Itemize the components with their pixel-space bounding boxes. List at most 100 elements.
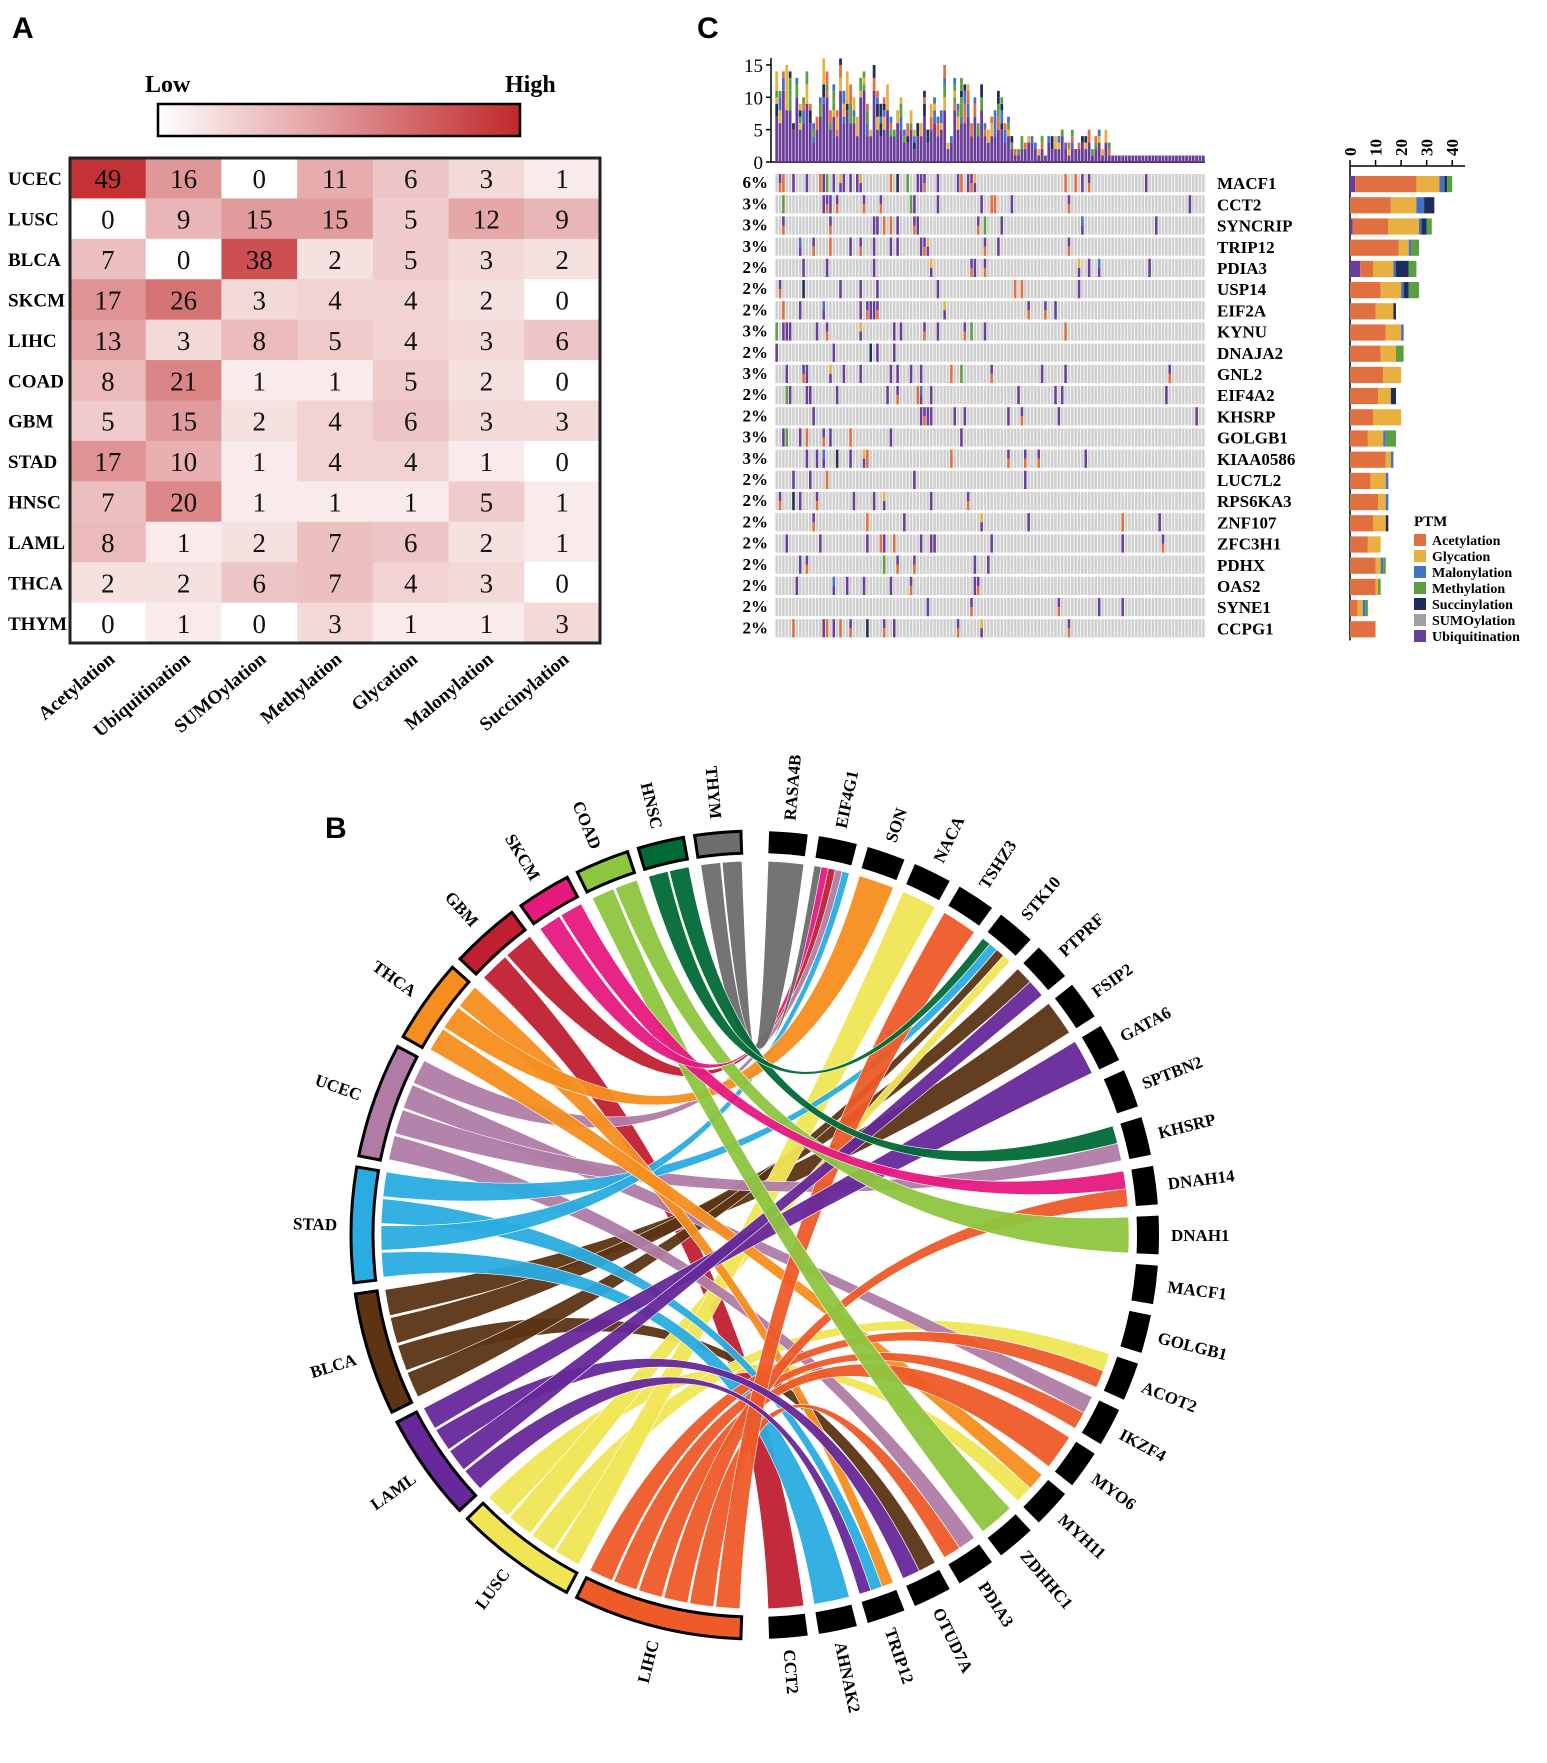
- oncoplot-cell: [1013, 492, 1017, 511]
- oncoplot-mutation: [956, 619, 960, 629]
- heatmap-cell-value: 1: [253, 447, 267, 477]
- oncoplot-gene-label: ZFC3H1: [1217, 535, 1281, 554]
- oncoplot-cell: [886, 280, 889, 299]
- heatmap-cell: [372, 319, 450, 361]
- oncoplot-cell: [835, 364, 839, 383]
- oncoplot-mutation: [1087, 174, 1091, 184]
- oncoplot-percentage: 3%: [743, 194, 769, 213]
- oncoplot-cell: [1023, 322, 1027, 341]
- oncoplot-cell: [829, 555, 832, 574]
- oncoplot-cell: [876, 174, 879, 193]
- oncoplot-cell: [970, 449, 973, 468]
- top-bar-segment: [778, 90, 782, 98]
- oncoplot-cell: [919, 428, 923, 447]
- oncoplot-cell: [1185, 322, 1188, 341]
- oncoplot-cell: [798, 322, 802, 341]
- oncoplot-cell: [1138, 301, 1141, 320]
- oncoplot-cell: [862, 364, 866, 383]
- oncoplot-cell: [1175, 174, 1178, 193]
- oncoplot-cell: [785, 470, 789, 489]
- oncoplot-cell: [1003, 407, 1007, 426]
- oncoplot-cell: [849, 301, 852, 320]
- oncoplot-mutation: [859, 246, 862, 256]
- oncoplot-cell: [1067, 407, 1071, 426]
- oncoplot-cell: [1081, 576, 1084, 595]
- oncoplot-cell: [1071, 195, 1074, 214]
- oncoplot-cell: [899, 598, 903, 617]
- oncoplot-mutation: [782, 428, 785, 447]
- oncoplot-cell: [1060, 258, 1064, 277]
- oncoplot-cell: [802, 343, 805, 362]
- top-bar-segment: [1074, 149, 1078, 162]
- oncoplot-cell: [849, 386, 852, 405]
- cancer-label: THCA: [369, 957, 421, 1001]
- oncoplot-cell: [1064, 449, 1067, 468]
- oncoplot-cell: [822, 280, 825, 299]
- oncoplot-cell: [896, 195, 899, 214]
- oncoplot-cell: [993, 428, 997, 447]
- top-bar-segment: [785, 90, 789, 104]
- oncoplot-cell: [835, 534, 839, 553]
- oncoplot-cell: [953, 280, 957, 299]
- top-bar-segment: [1091, 155, 1094, 162]
- oncoplot-mutation: [862, 576, 866, 595]
- oncoplot-cell: [1034, 598, 1037, 617]
- oncoplot-cell: [906, 258, 909, 277]
- heatmap-cell: [145, 158, 222, 199]
- oncoplot-cell: [1027, 280, 1030, 299]
- heatmap-cell: [145, 319, 222, 361]
- oncoplot-cell: [1064, 513, 1067, 532]
- oncoplot-cell: [802, 576, 805, 595]
- oncoplot-gene-label: KHSRP: [1217, 407, 1276, 426]
- oncoplot-mutation: [936, 322, 940, 341]
- gene-sector: [1081, 1025, 1120, 1070]
- oncoplot-cell: [782, 258, 785, 277]
- oncoplot-cell: [916, 301, 920, 320]
- oncoplot-cell: [1050, 407, 1054, 426]
- oncoplot-cell: [923, 492, 926, 511]
- oncoplot-mutation: [839, 619, 842, 638]
- oncoplot-cell: [1087, 195, 1091, 214]
- oncoplot-cell: [1081, 364, 1084, 383]
- oncoplot-cell: [822, 322, 825, 341]
- oncoplot-cell: [1050, 619, 1054, 638]
- oncoplot-cell: [805, 301, 809, 320]
- oncoplot-cell: [960, 407, 963, 426]
- oncoplot-cell: [1124, 576, 1128, 595]
- oncoplot-cell: [825, 534, 829, 553]
- oncoplot-cell: [879, 174, 883, 193]
- oncoplot-cell: [889, 619, 893, 638]
- oncoplot-cell: [990, 598, 993, 617]
- heatmap-cell: [448, 319, 525, 361]
- oncoplot-cell: [916, 428, 920, 447]
- oncoplot-cell: [1148, 364, 1151, 383]
- oncoplot-cell: [1071, 407, 1074, 426]
- oncoplot-cell: [1121, 343, 1124, 362]
- oncoplot-mutation: [819, 174, 822, 193]
- oncoplot-cell: [987, 449, 990, 468]
- oncoplot-cell: [1141, 301, 1145, 320]
- heatmap-cell-value: 1: [555, 164, 569, 194]
- oncoplot-cell: [805, 619, 809, 638]
- oncoplot-cell: [966, 280, 970, 299]
- oncoplot-cell: [1040, 195, 1044, 214]
- top-bar-segment: [980, 97, 983, 111]
- top-bar-segment: [953, 84, 957, 91]
- oncoplot-cell: [936, 364, 940, 383]
- oncoplot-cell: [808, 449, 812, 468]
- oncoplot-cell: [1111, 195, 1114, 214]
- oncoplot-cell: [987, 513, 990, 532]
- oncoplot-cell: [835, 407, 839, 426]
- top-bar-segment: [993, 136, 997, 162]
- heatmap-cell-value: 8: [101, 366, 115, 396]
- oncoplot-cell: [1091, 576, 1094, 595]
- oncoplot-cell: [1144, 534, 1148, 553]
- oncoplot-cell: [906, 619, 909, 638]
- oncoplot-cell: [1185, 386, 1188, 405]
- oncoplot-mutation: [839, 174, 842, 184]
- oncoplot-cell: [906, 322, 909, 341]
- oncoplot-mutation: [876, 310, 879, 320]
- heatmap-cell: [145, 279, 222, 321]
- oncoplot-mutation: [889, 576, 893, 595]
- gene-label: FSIP2: [1088, 960, 1136, 1002]
